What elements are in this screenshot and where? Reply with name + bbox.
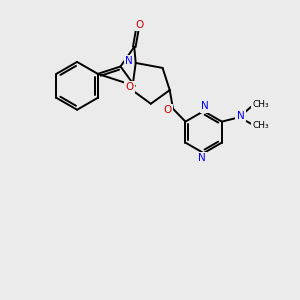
Text: N: N bbox=[201, 101, 209, 112]
Text: N: N bbox=[125, 56, 133, 67]
Text: O: O bbox=[164, 105, 172, 115]
Text: CH₃: CH₃ bbox=[252, 100, 269, 109]
Text: O: O bbox=[136, 20, 144, 30]
Text: CH₃: CH₃ bbox=[252, 121, 269, 130]
Text: N: N bbox=[198, 153, 206, 163]
Text: O: O bbox=[125, 82, 134, 92]
Text: N: N bbox=[237, 111, 244, 121]
